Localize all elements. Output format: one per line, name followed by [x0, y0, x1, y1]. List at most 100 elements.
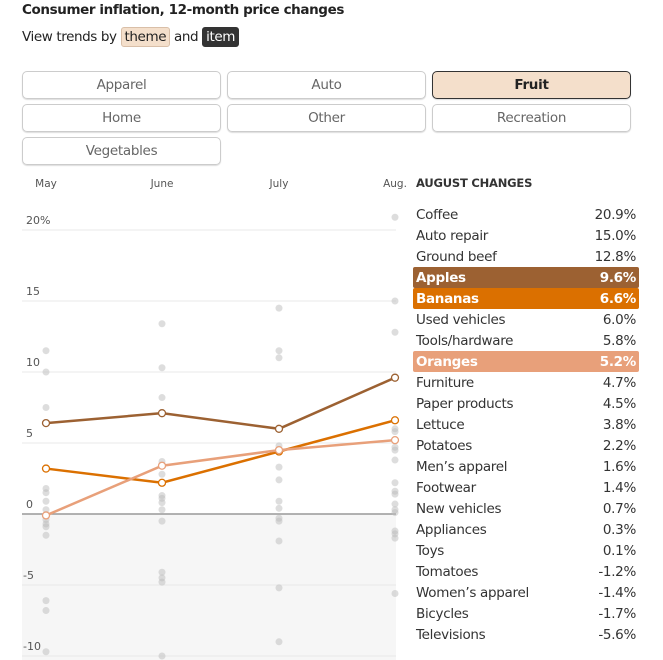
table-row[interactable]: Apples 9.6%: [413, 267, 639, 289]
background-point: [158, 499, 166, 507]
table-row[interactable]: Paper products 4.5%: [413, 393, 639, 414]
table-row[interactable]: Appliances 0.3%: [413, 520, 639, 541]
item-name: Toys: [416, 543, 445, 560]
background-point: [391, 509, 399, 517]
background-point: [42, 531, 50, 539]
data-point-oranges: [157, 461, 167, 470]
table-row[interactable]: Potatoes 2.2%: [413, 436, 639, 457]
item-name: Appliances: [416, 522, 487, 539]
item-value: 2.2%: [602, 438, 636, 455]
theme-toggle[interactable]: theme: [120, 27, 171, 47]
table-row[interactable]: Lettuce 3.8%: [413, 414, 639, 435]
background-point: [42, 368, 50, 376]
item-value: 5.2%: [599, 353, 637, 370]
background-point: [275, 304, 283, 312]
background-point: [391, 428, 399, 436]
subtitle-and: and: [174, 29, 199, 45]
background-point: [158, 364, 166, 372]
table-row[interactable]: Bicycles -1.7%: [413, 604, 639, 625]
item-value: 0.1%: [602, 543, 636, 560]
item-name: Paper products: [416, 395, 514, 412]
table-row[interactable]: Men’s apparel 1.6%: [413, 457, 639, 478]
table-row[interactable]: Women’s apparel -1.4%: [413, 583, 639, 604]
background-point: [275, 463, 283, 471]
chart-title: Consumer inflation, 12-month price chang…: [22, 2, 344, 18]
background-point: [391, 297, 399, 305]
background-point: [391, 490, 399, 498]
item-name: Women’s apparel: [416, 585, 529, 602]
item-value: 3.8%: [602, 416, 636, 433]
item-name: Tomatoes: [416, 564, 479, 581]
background-point: [42, 607, 50, 615]
theme-button-apparel[interactable]: Apparel: [22, 71, 221, 99]
table-row[interactable]: Coffee 20.9%: [413, 204, 639, 225]
item-value: 20.9%: [594, 206, 637, 223]
background-point: [275, 517, 283, 525]
item-value: 0.3%: [602, 522, 636, 539]
background-point: [275, 476, 283, 484]
item-name: Bicycles: [416, 606, 469, 623]
item-value: -1.7%: [598, 606, 636, 623]
table-row[interactable]: Ground beef 12.8%: [413, 246, 639, 267]
y-tick-label: 0: [26, 498, 33, 511]
data-point-bananas: [390, 416, 400, 425]
line-chart: 20% 15 10 5 0 -5 -10 May June July Aug.: [22, 178, 407, 660]
item-name: Tools/hardware: [416, 332, 514, 349]
table-row[interactable]: New vehicles 0.7%: [413, 499, 639, 520]
item-name: Oranges: [416, 353, 478, 370]
item-toggle[interactable]: item: [202, 27, 240, 47]
table-row[interactable]: Oranges 5.2%: [413, 351, 639, 373]
table-row[interactable]: Bananas 6.6%: [413, 288, 639, 310]
background-point: [391, 500, 399, 508]
item-value: -5.6%: [598, 627, 636, 644]
y-tick-label: 15: [26, 285, 40, 298]
series-line-apples: [45, 376, 396, 431]
table-row[interactable]: Used vehicles 6.0%: [413, 309, 639, 330]
table-row[interactable]: Furniture 4.7%: [413, 372, 639, 393]
item-name: Potatoes: [416, 438, 472, 455]
y-tick-label: 20%: [26, 214, 50, 227]
item-name: Apples: [416, 269, 466, 286]
background-point: [275, 354, 283, 362]
theme-button-auto[interactable]: Auto: [227, 71, 426, 99]
data-point-bananas: [41, 464, 51, 473]
data-point-oranges: [274, 445, 284, 455]
data-point-apples: [41, 418, 51, 428]
item-value: 0.7%: [602, 501, 636, 518]
item-value: 1.4%: [602, 480, 636, 497]
theme-button-other[interactable]: Other: [227, 104, 426, 132]
background-point: [158, 394, 166, 402]
table-row[interactable]: Tomatoes -1.2%: [413, 562, 639, 583]
theme-buttons: Apparel Auto Fruit Home Other Recreation Veget…: [22, 71, 631, 165]
background-point: [42, 597, 50, 605]
theme-button-vegetables[interactable]: Vegetables: [22, 137, 221, 165]
item-value: -1.4%: [598, 585, 636, 602]
background-point: [158, 652, 166, 660]
item-value: 6.6%: [599, 290, 637, 307]
item-name: Auto repair: [416, 227, 489, 244]
background-point: [275, 504, 283, 512]
theme-button-recreation[interactable]: Recreation: [432, 104, 631, 132]
item-name: Bananas: [416, 290, 479, 307]
y-tick-label: -10: [23, 640, 41, 653]
item-name: Furniture: [416, 374, 474, 391]
background-point: [391, 213, 399, 221]
background-point: [158, 517, 166, 525]
theme-button-home[interactable]: Home: [22, 104, 221, 132]
table-row[interactable]: Tools/hardware 5.8%: [413, 330, 639, 351]
table-row[interactable]: Auto repair 15.0%: [413, 225, 639, 246]
item-value: 6.0%: [602, 311, 636, 328]
table-row[interactable]: Televisions -5.6%: [413, 625, 639, 646]
theme-button-fruit[interactable]: Fruit: [432, 71, 631, 99]
background-point: [275, 497, 283, 505]
background-point: [275, 347, 283, 355]
table-row[interactable]: Toys 0.1%: [413, 541, 639, 562]
background-point: [42, 523, 50, 531]
background-point: [158, 568, 166, 576]
item-name: Men’s apparel: [416, 459, 508, 476]
table-row[interactable]: Footwear 1.4%: [413, 478, 639, 499]
item-name: New vehicles: [416, 501, 502, 518]
subtitle: View trends by theme and item: [22, 27, 240, 47]
item-value: 9.6%: [599, 269, 637, 286]
item-name: Footwear: [416, 480, 476, 497]
